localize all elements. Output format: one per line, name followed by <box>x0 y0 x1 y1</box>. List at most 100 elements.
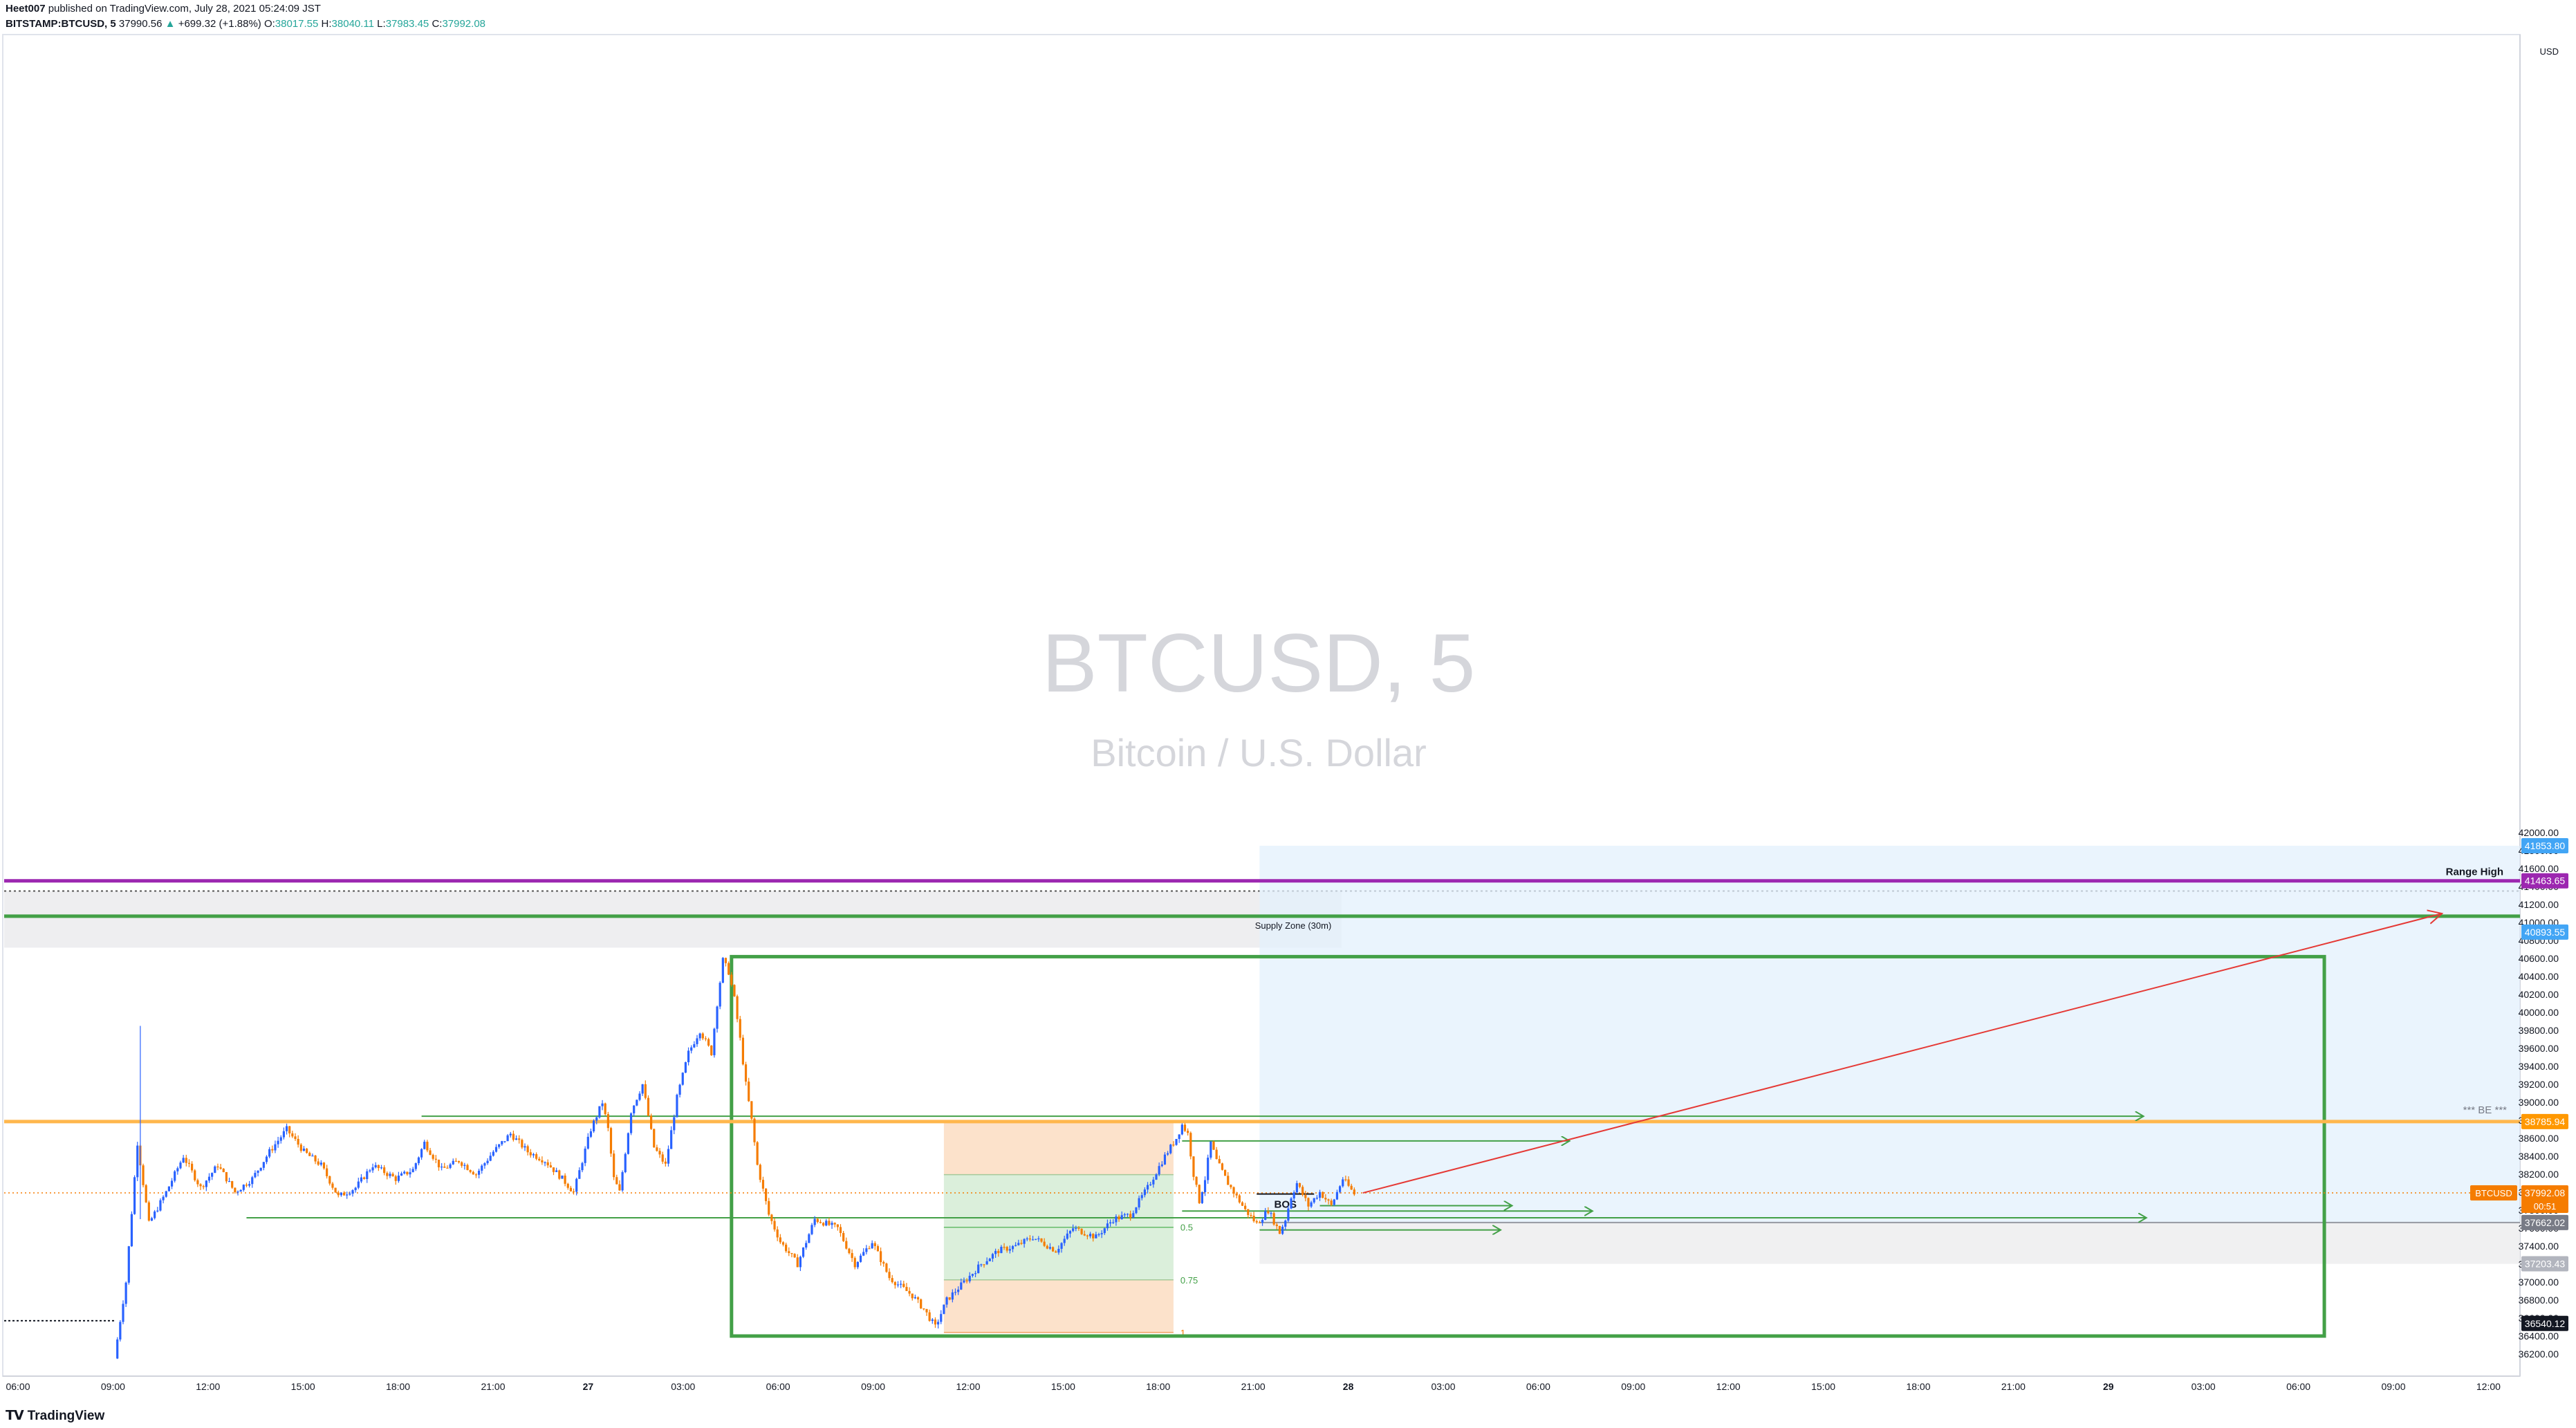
candle-body <box>277 1140 279 1144</box>
candle-body <box>279 1137 282 1141</box>
candle-body <box>868 1248 871 1250</box>
candle-body <box>905 1286 908 1291</box>
time-tick: 29 <box>2103 1381 2114 1392</box>
candle-body <box>1353 1189 1355 1195</box>
candle-body <box>822 1223 825 1226</box>
candle-body <box>360 1177 363 1182</box>
candle-body <box>1292 1192 1295 1199</box>
candle-body <box>285 1126 288 1131</box>
candle-body <box>853 1258 856 1268</box>
candle-body <box>1189 1133 1192 1157</box>
candle-body <box>1057 1248 1060 1253</box>
price-tick: 36400.00 <box>2519 1330 2559 1342</box>
candle-body <box>463 1165 466 1166</box>
candle-body <box>728 963 730 975</box>
projection-arrow <box>1362 914 2442 1194</box>
time-tick: 15:00 <box>1811 1381 1835 1392</box>
candle-body <box>432 1155 434 1159</box>
candle-body <box>1023 1239 1026 1244</box>
candle-body <box>584 1148 586 1163</box>
candle-body <box>696 1038 698 1044</box>
candle-body <box>638 1093 641 1100</box>
candle-body <box>1270 1213 1272 1214</box>
publisher-line: Heet007 published on TradingView.com, Ju… <box>6 3 321 15</box>
candle-body <box>1215 1149 1218 1160</box>
candle-body <box>205 1180 207 1187</box>
candle-body <box>386 1173 389 1176</box>
candle-body <box>494 1147 498 1152</box>
candle-body <box>1088 1234 1092 1236</box>
candle-body <box>196 1180 199 1185</box>
candle-body <box>796 1257 799 1268</box>
candle-body <box>319 1162 322 1165</box>
candle-body <box>1235 1194 1238 1196</box>
candle-body <box>1212 1141 1215 1150</box>
candle-body <box>963 1280 965 1283</box>
candle-body <box>538 1158 541 1160</box>
time-tick: 15:00 <box>1051 1381 1075 1392</box>
candle-body <box>228 1180 231 1183</box>
candle-body <box>268 1149 271 1157</box>
price-change: +699.32 (+1.88%) <box>178 18 261 30</box>
price-axis[interactable]: 36200.0036400.0036600.0036800.0037000.00… <box>2519 46 2559 1360</box>
candle-body <box>943 1304 945 1315</box>
candle-body <box>977 1264 980 1274</box>
watermark-name: Bitcoin / U.S. Dollar <box>1091 731 1427 775</box>
candle-body <box>770 1214 773 1221</box>
candle-body <box>1210 1141 1212 1158</box>
candle-body <box>670 1130 673 1149</box>
last-price: 37990.56 <box>118 18 163 30</box>
tradingview-logo[interactable]: 𝗧𝗩 TradingView <box>6 1408 104 1424</box>
candle-body <box>337 1192 340 1196</box>
candle-body <box>1232 1187 1235 1194</box>
candle-body <box>133 1177 136 1214</box>
candle-body <box>501 1141 503 1144</box>
candle-body <box>790 1253 793 1254</box>
candle-body <box>859 1255 862 1262</box>
time-tick: 06:00 <box>766 1381 790 1392</box>
candle-body <box>721 958 724 983</box>
time-axis[interactable]: 06:00 09:00 12:00 15:00 18:00 21:00 27 03:00 06:… <box>6 1381 2501 1392</box>
candle-body <box>326 1168 328 1176</box>
candle-body <box>593 1120 595 1131</box>
candle-body <box>429 1150 432 1156</box>
candle-body <box>653 1129 656 1148</box>
candle-body <box>656 1147 658 1151</box>
candle-body <box>960 1282 963 1290</box>
candle-body <box>1095 1234 1097 1239</box>
candle-body <box>893 1282 896 1286</box>
price-label-countdown: 00:51 <box>2534 1201 2557 1212</box>
candle-body <box>761 1180 765 1189</box>
candle-body <box>741 1037 744 1065</box>
price-tick: 37400.00 <box>2519 1241 2559 1252</box>
time-tick: 03:00 <box>1431 1381 1455 1392</box>
candle-body <box>457 1161 461 1162</box>
candle-body <box>202 1186 205 1187</box>
candle-body <box>940 1314 943 1322</box>
candle-body <box>1224 1169 1227 1176</box>
candle-body <box>724 958 728 963</box>
candle-body <box>1304 1194 1307 1198</box>
price-label-bg <box>2521 1185 2568 1214</box>
price-tick: 37000.00 <box>2519 1277 2559 1288</box>
candle-body <box>1227 1176 1230 1185</box>
candle-body <box>1068 1231 1072 1234</box>
candle-body <box>122 1304 124 1322</box>
candle-body <box>667 1149 670 1164</box>
candle-body <box>371 1167 374 1171</box>
author-name[interactable]: Heet007 <box>6 3 46 15</box>
candle-body <box>351 1190 354 1194</box>
candle-body <box>1275 1224 1278 1226</box>
price-tick: 38200.00 <box>2519 1169 2559 1180</box>
candle-body <box>808 1234 810 1243</box>
candle-body <box>142 1165 145 1185</box>
candle-body <box>1261 1220 1264 1223</box>
candle-body <box>342 1192 346 1196</box>
candle-body <box>1221 1163 1224 1170</box>
candle-body <box>176 1168 179 1171</box>
candle-body <box>239 1189 242 1192</box>
candle-body <box>609 1128 613 1154</box>
candle-body <box>512 1133 515 1140</box>
candle-body <box>234 1187 237 1193</box>
